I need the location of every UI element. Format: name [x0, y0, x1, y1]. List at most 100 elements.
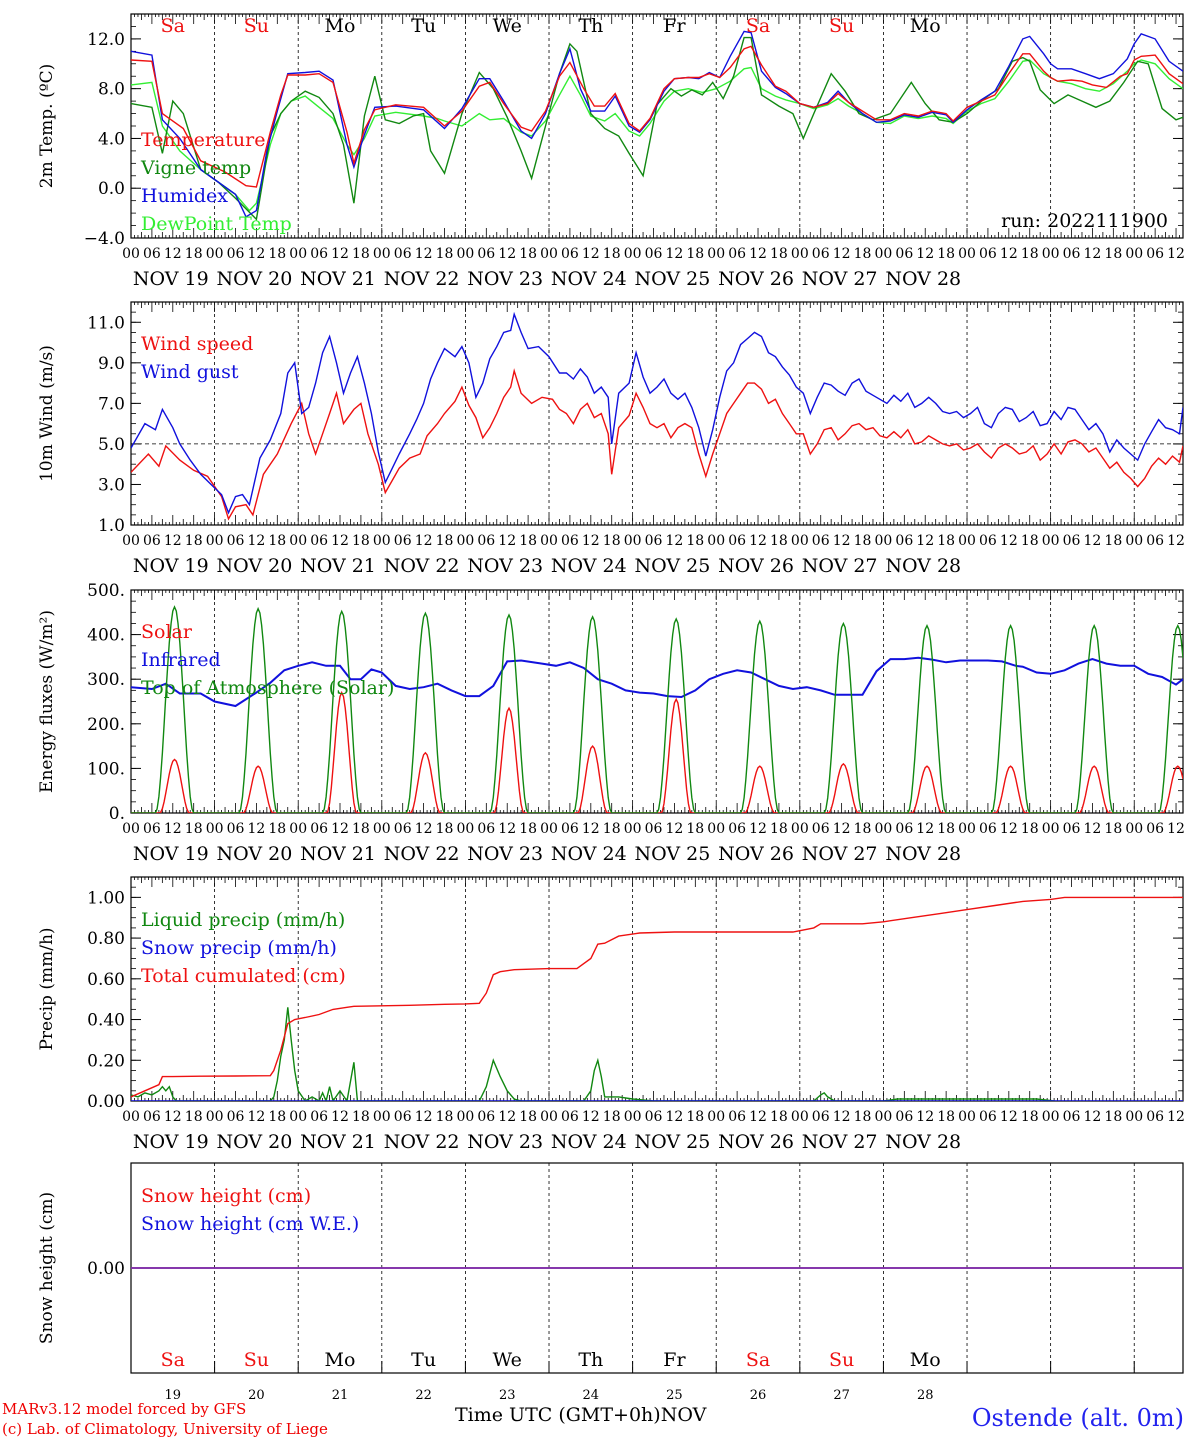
hour-tick-label: 00: [289, 821, 307, 837]
legend-entry: Vigne temp: [140, 157, 251, 179]
y-tick-label: 1.0: [98, 516, 125, 536]
hour-tick-label: 06: [1146, 1109, 1164, 1125]
weekday-label: Mo: [325, 15, 356, 37]
hour-tick-label: 18: [1021, 821, 1039, 837]
hour-tick-label: 12: [833, 533, 851, 549]
date-label: NOV 22: [384, 1131, 460, 1153]
weekday-label: Fr: [663, 15, 686, 37]
hour-tick-label: 00: [122, 1109, 140, 1125]
hour-tick-label: 12: [1167, 533, 1185, 549]
hour-tick-label: 18: [185, 1109, 203, 1125]
weekday-label: We: [493, 15, 522, 37]
hour-tick-label: 00: [540, 533, 558, 549]
hour-tick-label: 00: [289, 533, 307, 549]
legend-entry: Wind gust: [141, 361, 239, 383]
hour-tick-label: 06: [143, 1109, 161, 1125]
hour-tick-label: 12: [666, 533, 684, 549]
hour-tick-label: 18: [519, 821, 537, 837]
hour-tick-label: 00: [206, 246, 224, 262]
panel-3: [130, 589, 1184, 814]
hour-tick-label: 12: [247, 246, 265, 262]
hour-tick-label: 06: [895, 246, 913, 262]
hour-tick-label: 18: [1104, 246, 1122, 262]
hour-tick-label: 00: [540, 821, 558, 837]
day-number: 26: [750, 1388, 767, 1403]
panel-frame: [130, 301, 1184, 526]
hour-tick-label: 00: [1125, 821, 1143, 837]
weekday-label: We: [493, 1349, 522, 1371]
hour-tick-label: 12: [1167, 1109, 1185, 1125]
y-tick-label: 500.: [87, 581, 125, 601]
hour-tick-label: 00: [206, 533, 224, 549]
legend-entry: Total cumulated (cm): [141, 965, 346, 987]
hour-tick-label: 00: [958, 821, 976, 837]
hour-tick-label: 00: [456, 821, 474, 837]
y-tick-label: 5.0: [98, 435, 125, 455]
hour-tick-label: 06: [1146, 821, 1164, 837]
hour-tick-label: 18: [268, 1109, 286, 1125]
hour-tick-label: 18: [268, 533, 286, 549]
hour-tick-label: 12: [415, 246, 433, 262]
series-line-top-of-atmosphere-solar-: [131, 605, 1183, 813]
date-label: NOV 24: [551, 268, 627, 290]
hour-tick-label: 06: [394, 821, 412, 837]
hour-tick-label: 12: [749, 246, 767, 262]
hour-tick-label: 12: [916, 1109, 934, 1125]
date-label: NOV 27: [802, 555, 878, 577]
day-number: 22: [415, 1388, 432, 1403]
hour-tick-label: 06: [979, 533, 997, 549]
date-label: NOV 24: [551, 1131, 627, 1153]
hour-tick-label: 12: [498, 1109, 516, 1125]
hour-tick-label: 00: [456, 533, 474, 549]
hour-tick-label: 18: [352, 821, 370, 837]
date-label: NOV 21: [300, 555, 376, 577]
hour-tick-label: 18: [268, 821, 286, 837]
hour-tick-label: 00: [373, 821, 391, 837]
hour-tick-label: 00: [540, 1109, 558, 1125]
hour-tick-label: 18: [854, 533, 872, 549]
date-label: NOV 19: [133, 843, 209, 865]
hour-tick-label: 00: [1125, 533, 1143, 549]
legend-entry: Infrared: [141, 649, 221, 671]
hour-tick-label: 06: [394, 533, 412, 549]
hour-tick-label: 00: [1042, 1109, 1060, 1125]
hour-tick-label: 06: [310, 1109, 328, 1125]
date-label: NOV 23: [467, 1131, 543, 1153]
hour-tick-label: 12: [749, 1109, 767, 1125]
date-label: NOV 19: [133, 1131, 209, 1153]
hour-tick-label: 18: [686, 246, 704, 262]
hour-tick-label: 06: [979, 821, 997, 837]
hour-tick-label: 00: [206, 1109, 224, 1125]
hour-tick-label: 18: [185, 246, 203, 262]
hour-tick-label: 18: [436, 1109, 454, 1125]
hour-tick-label: 00: [456, 246, 474, 262]
hour-tick-label: 00: [875, 1109, 893, 1125]
hour-tick-label: 18: [185, 821, 203, 837]
hour-tick-label: 12: [1084, 821, 1102, 837]
hour-tick-label: 00: [624, 533, 642, 549]
date-label: NOV 23: [467, 555, 543, 577]
hour-tick-label: 06: [310, 246, 328, 262]
hour-tick-label: 06: [561, 821, 579, 837]
hour-tick-label: 12: [749, 533, 767, 549]
panel-2: [130, 301, 1184, 526]
date-label: NOV 27: [802, 1131, 878, 1153]
date-label: NOV 21: [300, 268, 376, 290]
hour-tick-label: 06: [477, 821, 495, 837]
date-label: NOV 23: [467, 843, 543, 865]
hour-tick-label: 12: [833, 246, 851, 262]
hour-tick-label: 06: [812, 246, 830, 262]
hour-tick-label: 00: [707, 533, 725, 549]
hour-tick-label: 00: [1042, 246, 1060, 262]
y-tick-label: 0.60: [87, 970, 125, 990]
legend-entry: Snow precip (mm/h): [141, 937, 337, 959]
hour-tick-label: 06: [895, 533, 913, 549]
hour-tick-label: 06: [728, 533, 746, 549]
hour-tick-label: 18: [937, 821, 955, 837]
hour-tick-label: 00: [373, 246, 391, 262]
hour-tick-label: 06: [394, 1109, 412, 1125]
hour-tick-label: 00: [373, 533, 391, 549]
hour-tick-label: 18: [1021, 533, 1039, 549]
hour-tick-label: 12: [916, 246, 934, 262]
